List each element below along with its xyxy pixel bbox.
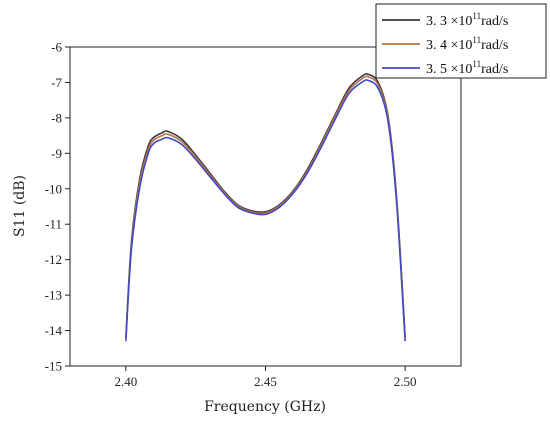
legend-exp: 11 (472, 11, 481, 21)
x-tick-label: 2.45 (254, 374, 277, 389)
x-tick-label: 2.40 (114, 374, 137, 389)
legend-box (375, 3, 547, 79)
legend-base: ×10 (447, 38, 472, 53)
x-tick-label: 2.50 (394, 374, 417, 389)
legend-exp: 11 (472, 35, 481, 45)
axis-ticks: -6 -7 -8 -9 -10 -11 -12 -13 -14 -15 2.40 2.45 2.50 (45, 40, 417, 390)
y-tick-label: -10 (45, 181, 62, 196)
series-line-1 (125, 73, 406, 338)
legend: 3. 3 ×1011rad/s3. 4 ×1011rad/s3. 5 ×1011… (375, 3, 547, 79)
legend-unit: rad/s (481, 38, 508, 53)
y-axis-title: S11 (dB) (12, 175, 28, 237)
y-tick-label: -13 (45, 288, 62, 303)
y-tick-label: -9 (51, 146, 62, 161)
legend-unit: rad/s (481, 62, 508, 77)
plot-frame (69, 46, 462, 367)
legend-label-3: 3. 5 ×1011rad/s (426, 59, 508, 77)
series-lines (125, 73, 406, 342)
legend-coef: 3. 3 (426, 14, 447, 29)
y-tick-label: -12 (45, 252, 62, 267)
legend-label-1: 3. 3 ×1011rad/s (426, 11, 508, 29)
series-line-2 (125, 75, 406, 338)
y-tick-label: -14 (45, 323, 63, 338)
series-line-3 (125, 79, 406, 342)
legend-label-2: 3. 4 ×1011rad/s (426, 35, 508, 53)
y-tick-label: -11 (45, 217, 62, 232)
legend-base: ×10 (447, 62, 472, 77)
y-tick-label: -7 (51, 75, 62, 90)
x-axis-title: Frequency (GHz) (204, 399, 326, 415)
legend-coef: 3. 5 (426, 62, 447, 77)
legend-exp: 11 (472, 59, 481, 69)
legend-coef: 3. 4 (426, 38, 447, 53)
y-tick-label: -8 (51, 110, 62, 125)
y-tick-label: -15 (45, 359, 62, 374)
legend-base: ×10 (447, 14, 472, 29)
legend-unit: rad/s (481, 14, 508, 29)
y-tick-label: -6 (51, 40, 62, 55)
